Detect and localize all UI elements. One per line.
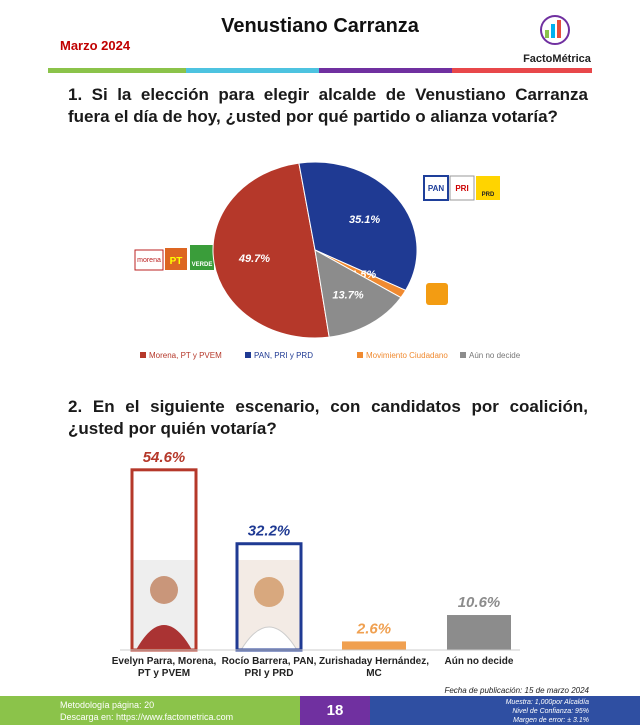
- legend-swatch: [460, 352, 466, 358]
- slice-label: 35.1%: [349, 214, 380, 226]
- legend-label: Movimiento Ciudadano: [366, 351, 448, 360]
- footer-band: [300, 696, 370, 725]
- question: 2. En el siguiente escenario, con candid…: [68, 397, 588, 438]
- bar: [235, 542, 303, 652]
- footer-band: [0, 696, 300, 725]
- legend-swatch: [140, 352, 146, 358]
- band: [319, 68, 452, 73]
- logo-text: PRD: [482, 192, 495, 198]
- logo-text: PT: [170, 256, 183, 267]
- confidence: Nivel de Confianza: 95%: [512, 708, 589, 715]
- x-tick-label: Evelyn Parra, Morena, PT y PVEM: [111, 656, 217, 679]
- brand-logo: FactoMétrica: [523, 15, 592, 65]
- pie-slice: [212, 162, 330, 339]
- page-number: 18: [327, 702, 344, 719]
- x-tick-label: Aún no decide: [444, 656, 514, 667]
- legend-label: Morena, PT y PVEM: [149, 351, 222, 360]
- legend-label: Aún no decide: [469, 351, 521, 360]
- x-tick-label: Zurishaday Hernández, MC: [318, 656, 430, 679]
- question: 1. Si la elección para elegir alcalde de…: [68, 85, 588, 126]
- logos-left: morena PT VERDE: [134, 245, 214, 271]
- download: Descarga en: https://www.factometrica.co…: [60, 712, 233, 722]
- value-label: 32.2%: [248, 523, 291, 540]
- band: [186, 68, 319, 73]
- logo-text: VERDE: [192, 262, 213, 268]
- x-tick-label: Rocío Barrera, PAN, PRI y PRD: [221, 656, 317, 679]
- error-margin: Margen de error: ± 3.1%: [513, 717, 589, 724]
- logo-text: PAN: [428, 184, 445, 193]
- footer-band: [370, 696, 640, 725]
- page-title: Venustiano Carranza: [221, 15, 420, 37]
- slice-label: 13.7%: [332, 289, 363, 301]
- logo-text: morena: [137, 257, 161, 264]
- logo-text: PRI: [455, 184, 468, 193]
- legend-swatch: [357, 352, 363, 358]
- slice-label: 49.7%: [238, 253, 270, 265]
- brand: FactoMétrica: [523, 53, 592, 65]
- methodology: Metodología página: 20: [60, 700, 154, 710]
- band: [48, 68, 186, 73]
- value-label: 54.6%: [143, 449, 186, 466]
- photo: [132, 560, 196, 650]
- value-label: 2.6%: [356, 620, 391, 637]
- logos-right: PAN PRI PRD: [423, 175, 500, 305]
- bar: [447, 615, 511, 650]
- legend-swatch: [245, 352, 251, 358]
- bar: [342, 641, 406, 650]
- value-label: 10.6%: [458, 594, 501, 611]
- photo: [237, 560, 301, 651]
- band: [452, 68, 592, 73]
- pub-date: Fecha de publicación: 15 de marzo 2024: [444, 686, 589, 695]
- date: Marzo 2024: [60, 38, 131, 53]
- pie-slice: [298, 161, 418, 291]
- sample: Muestra: 1,000por Alcaldía: [506, 699, 590, 706]
- legend-label: PAN, PRI y PRD: [254, 351, 313, 360]
- pie-slice: [314, 249, 402, 338]
- bar: [130, 468, 198, 652]
